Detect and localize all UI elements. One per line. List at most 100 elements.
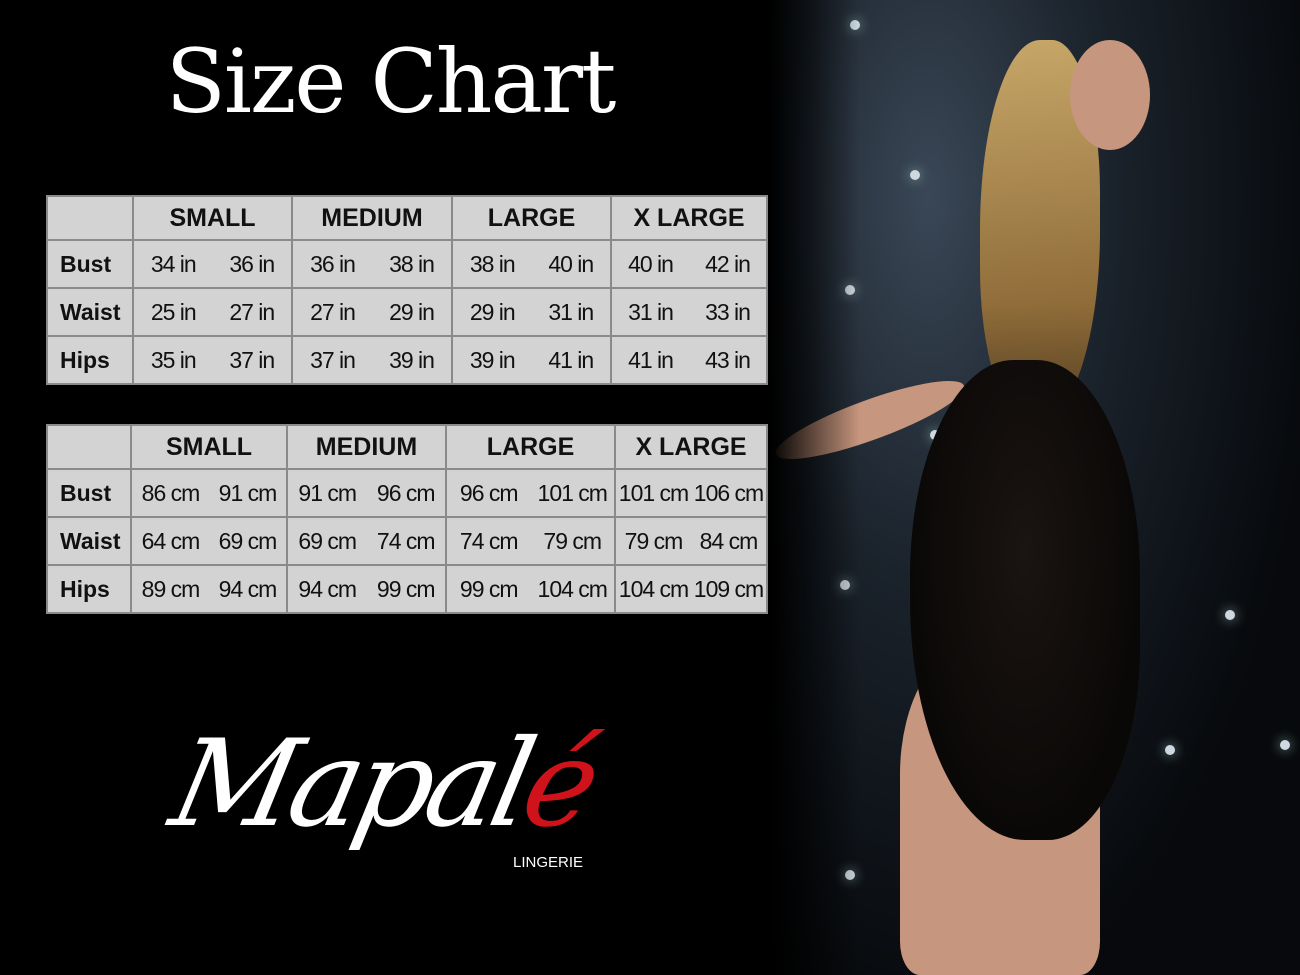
range-max: 43 in bbox=[705, 346, 751, 373]
table-row: Bust 34 in 36 in 36 in 38 in 38 in 40 in 40 in 4… bbox=[46, 239, 768, 289]
header-row: SMALL MEDIUM LARGE X LARGE bbox=[46, 424, 768, 470]
size-range-cell: 36 in 38 in bbox=[291, 239, 453, 289]
size-header: X LARGE bbox=[614, 424, 768, 470]
measure-label: Bust bbox=[46, 468, 132, 518]
page-title: Size Chart bbox=[165, 30, 617, 133]
size-table-cm: SMALL MEDIUM LARGE X LARGE Bust 86 cm 91 cm 91 … bbox=[46, 424, 768, 614]
size-range-cell: 25 in 27 in bbox=[132, 287, 293, 337]
measure-label: Waist bbox=[46, 516, 132, 566]
size-table-inches: SMALL MEDIUM LARGE X LARGE Bust 34 in 36 in 36 … bbox=[46, 195, 768, 385]
range-max: 42 in bbox=[705, 250, 751, 277]
range-min: 29 in bbox=[469, 298, 516, 325]
size-range-cell: 69 cm 74 cm bbox=[286, 516, 447, 566]
range-min: 91 cm bbox=[298, 479, 357, 506]
size-header: SMALL bbox=[132, 195, 293, 241]
range-max: 40 in bbox=[548, 250, 594, 277]
range-max: 37 in bbox=[229, 346, 275, 373]
range-min: 35 in bbox=[150, 346, 197, 373]
range-min: 79 cm bbox=[624, 527, 684, 554]
range-max: 106 cm bbox=[693, 479, 764, 506]
size-header: LARGE bbox=[451, 195, 612, 241]
size-header: MEDIUM bbox=[286, 424, 447, 470]
range-max: 84 cm bbox=[699, 527, 759, 554]
size-range-cell: 27 in 29 in bbox=[291, 287, 453, 337]
range-min: 25 in bbox=[150, 298, 197, 325]
range-min: 38 in bbox=[469, 250, 516, 277]
model-photo bbox=[769, 0, 1300, 975]
size-range-cell: 64 cm 69 cm bbox=[130, 516, 288, 566]
size-range-cell: 89 cm 94 cm bbox=[130, 564, 288, 614]
size-range-cell: 37 in 39 in bbox=[291, 335, 453, 385]
range-max: 41 in bbox=[548, 346, 594, 373]
size-range-cell: 86 cm 91 cm bbox=[130, 468, 288, 518]
size-header: LARGE bbox=[445, 424, 616, 470]
size-range-cell: 91 cm 96 cm bbox=[286, 468, 447, 518]
size-header: SMALL bbox=[130, 424, 288, 470]
size-range-cell: 99 cm 104 cm bbox=[445, 564, 616, 614]
size-range-cell: 94 cm 99 cm bbox=[286, 564, 447, 614]
range-max: 79 cm bbox=[543, 527, 602, 554]
range-min: 27 in bbox=[310, 298, 356, 325]
range-min: 96 cm bbox=[459, 479, 519, 506]
table-row: Hips 89 cm 94 cm 94 cm 99 cm 99 cm 104 cm 104 c… bbox=[46, 564, 768, 614]
range-min: 37 in bbox=[310, 346, 356, 373]
size-range-cell: 104 cm 109 cm bbox=[614, 564, 768, 614]
range-min: 64 cm bbox=[141, 527, 201, 554]
size-range-cell: 101 cm 106 cm bbox=[614, 468, 768, 518]
size-range-cell: 29 in 31 in bbox=[451, 287, 612, 337]
range-min: 41 in bbox=[628, 346, 674, 373]
measure-label: Waist bbox=[46, 287, 134, 337]
range-max: 91 cm bbox=[218, 479, 278, 506]
measure-label: Hips bbox=[46, 564, 132, 614]
measure-label: Bust bbox=[46, 239, 134, 289]
table-row: Waist 25 in 27 in 27 in 29 in 29 in 31 in 31 in… bbox=[46, 287, 768, 337]
range-max: 69 cm bbox=[218, 527, 278, 554]
range-max: 29 in bbox=[389, 298, 435, 325]
range-max: 39 in bbox=[389, 346, 435, 373]
range-max: 27 in bbox=[229, 298, 275, 325]
measure-label: Hips bbox=[46, 335, 134, 385]
range-min: 94 cm bbox=[298, 575, 357, 602]
range-min: 39 in bbox=[469, 346, 516, 373]
range-max: 74 cm bbox=[376, 527, 436, 554]
range-max: 101 cm bbox=[537, 479, 608, 506]
size-range-cell: 31 in 33 in bbox=[610, 287, 768, 337]
range-min: 99 cm bbox=[459, 575, 519, 602]
size-range-cell: 74 cm 79 cm bbox=[445, 516, 616, 566]
size-range-cell: 35 in 37 in bbox=[132, 335, 293, 385]
range-max: 94 cm bbox=[218, 575, 278, 602]
size-range-cell: 38 in 40 in bbox=[451, 239, 612, 289]
brand-logo: Mapalé bbox=[160, 715, 606, 854]
size-header: MEDIUM bbox=[291, 195, 453, 241]
range-min: 31 in bbox=[628, 298, 674, 325]
range-max: 31 in bbox=[548, 298, 594, 325]
range-min: 36 in bbox=[310, 250, 356, 277]
range-min: 34 in bbox=[150, 250, 197, 277]
range-min: 69 cm bbox=[298, 527, 357, 554]
table-row: Bust 86 cm 91 cm 91 cm 96 cm 96 cm 101 cm 101 c… bbox=[46, 468, 768, 518]
range-max: 33 in bbox=[705, 298, 751, 325]
range-max: 38 in bbox=[389, 250, 435, 277]
range-max: 104 cm bbox=[537, 575, 608, 602]
range-min: 74 cm bbox=[459, 527, 519, 554]
range-max: 96 cm bbox=[376, 479, 436, 506]
range-min: 40 in bbox=[628, 250, 674, 277]
range-max: 109 cm bbox=[693, 575, 764, 602]
table-row: Waist 64 cm 69 cm 69 cm 74 cm 74 cm 79 cm 79 cm… bbox=[46, 516, 768, 566]
range-max: 99 cm bbox=[376, 575, 436, 602]
size-range-cell: 40 in 42 in bbox=[610, 239, 768, 289]
size-range-cell: 39 in 41 in bbox=[451, 335, 612, 385]
range-max: 36 in bbox=[229, 250, 275, 277]
brand-subtitle: LINGERIE bbox=[513, 854, 584, 871]
size-range-cell: 96 cm 101 cm bbox=[445, 468, 616, 518]
size-header: X LARGE bbox=[610, 195, 768, 241]
range-min: 104 cm bbox=[618, 575, 689, 602]
size-range-cell: 34 in 36 in bbox=[132, 239, 293, 289]
range-min: 101 cm bbox=[618, 479, 689, 506]
range-min: 86 cm bbox=[141, 479, 201, 506]
header-row: SMALL MEDIUM LARGE X LARGE bbox=[46, 195, 768, 241]
size-range-cell: 41 in 43 in bbox=[610, 335, 768, 385]
range-min: 89 cm bbox=[141, 575, 201, 602]
table-row: Hips 35 in 37 in 37 in 39 in 39 in 41 in 41 in 4… bbox=[46, 335, 768, 385]
size-range-cell: 79 cm 84 cm bbox=[614, 516, 768, 566]
